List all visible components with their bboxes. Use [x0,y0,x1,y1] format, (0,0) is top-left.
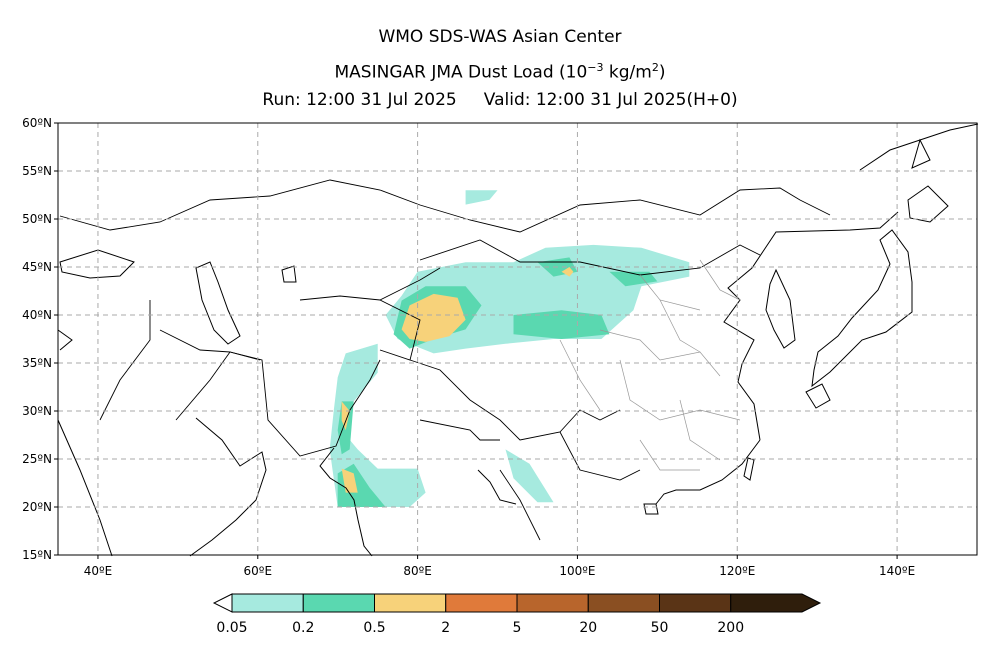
colorbar-segment [374,593,447,613]
valid-time: Valid: 12:00 31 Jul 2025(H+0) [483,90,738,110]
lon-tick-label: 140ºE [879,564,915,578]
dust-region-6 [609,271,658,287]
colorbar-label: 50 [651,620,669,636]
colorbar-segment [516,593,589,613]
run-time: Run: 12:00 31 Jul 2025 [262,90,457,110]
lat-tick-label: 30ºN [22,404,52,418]
dust-region-12 [341,401,350,431]
lon-tick-label: 120ºE [719,564,755,578]
colorbar-label: 0.05 [216,620,247,636]
lat-tick-label: 35ºN [22,356,52,370]
longitude-labels: 40ºE 60ºE 80ºE 100ºE 120ºE 140ºE [84,564,915,578]
dust-region-3 [505,449,554,503]
lat-tick-label: 40ºN [22,308,52,322]
colorbar-label: 0.2 [292,620,314,636]
grid-lines [54,122,977,559]
colorbar-segment [445,593,518,613]
product-title: MASINGAR JMA Dust Load (10−3 kg/m2) [334,61,666,83]
dust-region-11 [561,267,574,277]
lon-tick-label: 40ºE [84,564,113,578]
country-borders [59,179,831,541]
lat-tick-label: 20ºN [22,500,52,514]
lat-tick-label: 15ºN [22,548,52,562]
colorbar-segment [302,593,375,613]
map-frame [57,122,978,556]
lon-tick-label: 100ºE [559,564,595,578]
colorbar: 0.05 0.2 0.5 2 5 20 50 200 [212,593,822,636]
dust-region-7 [513,310,610,339]
center-title: WMO SDS-WAS Asian Center [378,27,622,47]
colorbar-label: 2 [441,620,450,636]
dust-region-13 [341,468,358,493]
lat-tick-label: 25ºN [22,452,52,466]
province-borders [559,259,741,471]
colorbar-segment [659,593,732,613]
colorbar-segment [587,593,660,613]
colorbar-label: 200 [717,620,744,636]
colorbar-segment [730,593,822,613]
latitude-labels: 60ºN 55ºN 50ºN 45ºN 40ºN 35ºN 30ºN 25ºN 20ºN 15ºN [22,116,52,562]
lat-tick-label: 60ºN [22,116,52,130]
lat-tick-label: 45ºN [22,260,52,274]
colorbar-label: 0.5 [363,620,385,636]
lat-tick-label: 50ºN [22,212,52,226]
colorbar-low-arrow [212,593,233,613]
dust-region-2 [465,190,498,205]
colorbar-segment [231,593,304,613]
colorbar-label: 20 [579,620,597,636]
lat-tick-label: 55ºN [22,164,52,178]
lon-tick-label: 60ºE [244,564,273,578]
lon-tick-label: 80ºE [403,564,432,578]
colorbar-label: 5 [513,620,522,636]
run-valid-line: Run: 12:00 31 Jul 2025 Valid: 12:00 31 J… [0,90,1000,110]
